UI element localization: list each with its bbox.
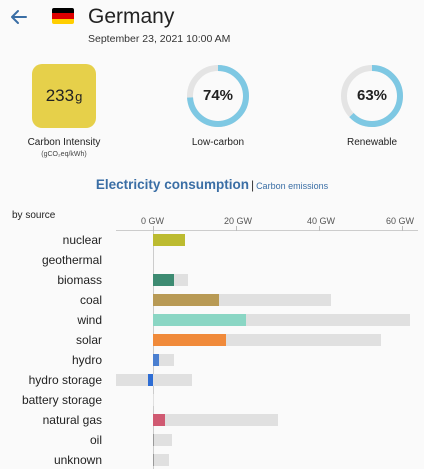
production-bar [153,334,226,346]
carbon-intensity-tile: 233 g [32,64,96,128]
production-bar [153,234,186,246]
source-label: oil [89,433,102,447]
back-button[interactable] [8,6,30,28]
source-label: wind [77,313,102,327]
carbon-intensity-label: Carbon Intensity [27,137,101,148]
source-label: solar [75,333,102,347]
zero-line [153,231,154,469]
tab-separator: | [250,178,255,192]
source-label: geothermal [41,253,102,267]
x-axis-line [116,230,418,231]
x-tick-label: 60 GW [386,216,415,226]
capacity-bar [153,434,172,446]
capacity-bar-negative [115,374,153,386]
renewable-label: Renewable [346,137,398,148]
source-label: coal [79,293,102,307]
source-label: nuclear [62,233,102,247]
x-tick-mark [319,226,320,231]
x-tick-label: 20 GW [224,216,253,226]
x-tick-mark [153,226,154,231]
source-label: natural gas [42,413,102,427]
capacity-bar [153,454,169,466]
source-label: unknown [53,453,102,467]
low-carbon-gauge [187,65,249,127]
low-carbon-label: Low-carbon [191,137,245,148]
chart-tabs: Electricity consumption | Carbon emissions [0,176,424,194]
by-source-label: by source [12,210,56,221]
production-bar [153,314,247,326]
carbon-intensity-unit: g [75,88,83,104]
tab-carbon-emissions[interactable]: Carbon emissions [256,181,329,191]
tab-electricity-consumption[interactable]: Electricity consumption [95,177,249,192]
production-bar [153,354,160,366]
gauge-fill [341,65,403,127]
germany-flag-icon [52,8,74,24]
source-label: battery storage [21,393,102,407]
country-title: Germany [88,5,175,28]
production-bar [153,434,155,446]
source-label: hydro [71,353,102,367]
carbon-intensity-value: 233 [45,86,75,105]
x-tick-label: 40 GW [307,216,336,226]
carbon-intensity-sublabel: (gCO₂eq/kWh) [41,151,87,158]
low-carbon-value: 74% [202,87,234,104]
x-tick-mark [402,226,403,231]
datetime: September 23, 2021 10:00 AM [88,33,231,45]
production-bar [153,454,155,466]
renewable-value: 63% [356,87,388,104]
gauge-fill [187,65,249,127]
capacity-bar [153,394,154,406]
production-bar [153,294,220,306]
x-tick-label: 0 GW [141,216,165,226]
x-tick-mark [236,226,237,231]
source-label: hydro storage [28,373,102,387]
production-bar [153,274,174,286]
production-bar [153,414,165,426]
capacity-bar [153,414,278,426]
arrow-left-icon [11,10,27,24]
renewable-gauge [341,65,403,127]
capacity-bar [153,374,193,386]
source-label: biomass [57,273,102,287]
production-bar [147,374,153,386]
